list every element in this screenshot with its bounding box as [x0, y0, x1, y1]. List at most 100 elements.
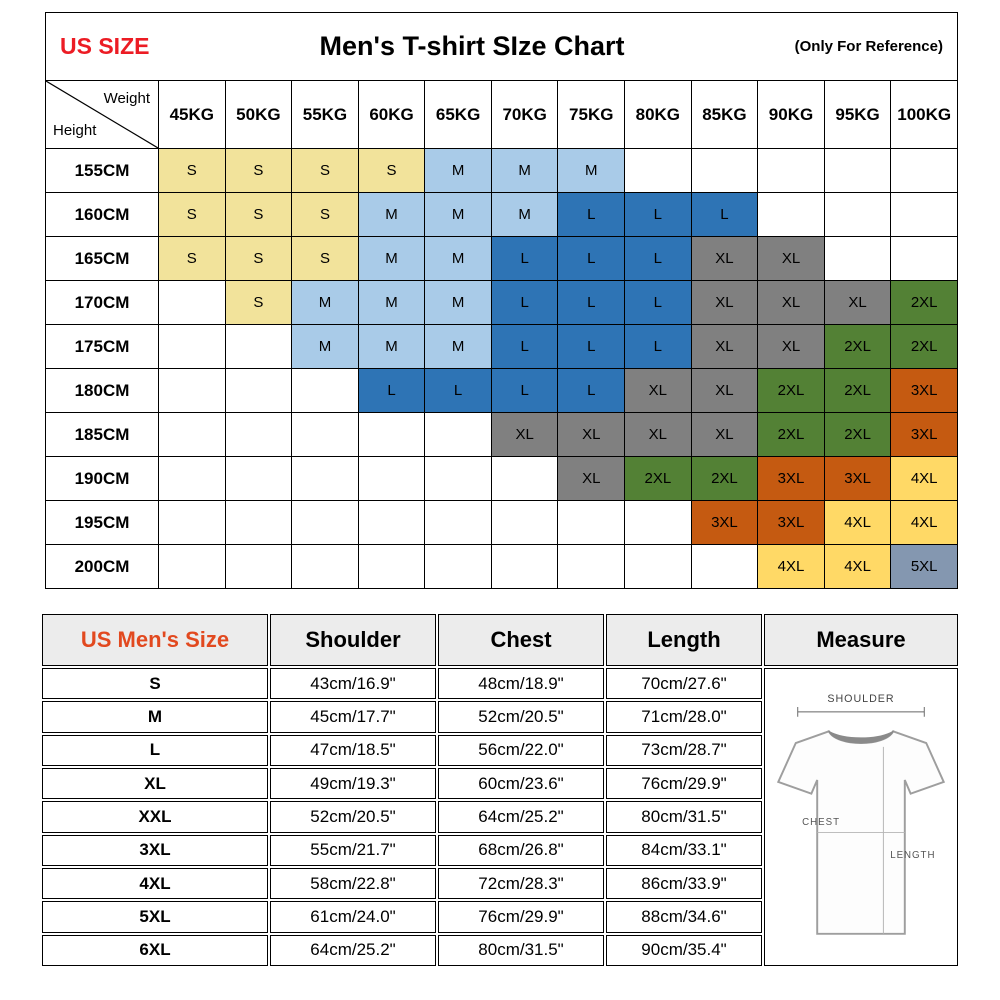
size-cell-empty [158, 280, 226, 325]
size-cell-xl: XL [757, 236, 825, 281]
size-cell-3xl: 3XL [757, 500, 825, 545]
weight-col-header: 75KG [557, 80, 626, 149]
measurement-shoulder-value: 49cm/19.3" [270, 767, 436, 800]
size-cell-empty [424, 412, 492, 457]
measurement-row: L 47cm/18.5" 56cm/22.0" 73cm/28.7" [42, 734, 958, 766]
measurement-shoulder-value: 47cm/18.5" [270, 734, 436, 766]
size-cell-empty [224, 412, 293, 457]
size-cell-empty [823, 148, 892, 193]
size-cell-empty [490, 456, 559, 501]
matrix-row: 190CM XL 2XL 2XL 3XL 3XL 4XL [45, 456, 958, 501]
size-cell-l: L [424, 368, 492, 413]
measurement-length-value: 71cm/28.0" [606, 701, 762, 733]
measurement-chest-value: 72cm/28.3" [438, 867, 604, 900]
weight-col-header: 70KG [490, 80, 559, 149]
size-cell-empty [890, 192, 958, 237]
height-row-label: 155CM [45, 148, 159, 193]
measurement-shoulder-value: 55cm/21.7" [270, 834, 436, 866]
measurement-size-value: 6XL [42, 934, 268, 966]
height-row-label: 200CM [45, 544, 159, 589]
size-cell-empty [224, 368, 293, 413]
size-cell-empty [224, 324, 293, 369]
height-row-label: 180CM [45, 368, 159, 413]
header-measure: Measure [764, 614, 958, 666]
size-cell-l: L [490, 368, 559, 413]
chart-title-row: US SIZE Men's T-shirt SIze Chart (Only F… [45, 12, 958, 81]
weight-col-header: 85KG [690, 80, 759, 149]
size-cell-s: S [291, 148, 359, 193]
us-size-label: US SIZE [60, 33, 150, 59]
size-cell-s: S [291, 192, 359, 237]
size-cell-s: S [291, 236, 359, 281]
measurement-length-value: 84cm/33.1" [606, 834, 762, 866]
measurement-shoulder-value: 43cm/16.9" [270, 668, 436, 700]
matrix-row: 170CM S M M M L L L XL XL XL 2XL [45, 280, 958, 325]
weight-col-header: 90KG [757, 80, 825, 149]
height-row-label: 165CM [45, 236, 159, 281]
measurement-shoulder-value: 52cm/20.5" [270, 801, 436, 833]
size-cell-xl: XL [690, 368, 759, 413]
measurement-chest-value: 60cm/23.6" [438, 767, 604, 800]
size-cell-l: L [490, 324, 559, 369]
weight-axis-label: Weight [103, 90, 150, 107]
size-cell-empty [357, 500, 426, 545]
weight-col-header: 80KG [624, 80, 692, 149]
size-cell-4xl: 4XL [757, 544, 825, 589]
size-cell-empty [158, 456, 226, 501]
measurement-length-value: 86cm/33.9" [606, 867, 762, 900]
size-cell-empty [357, 544, 426, 589]
size-cell-l: L [357, 368, 426, 413]
size-cell-empty [224, 544, 293, 589]
size-cell-s: S [357, 148, 426, 193]
measurement-shoulder-value: 64cm/25.2" [270, 934, 436, 966]
tshirt-measure-diagram: SHOULDER CHEST LENGTH [776, 693, 946, 935]
measurement-row: XL 49cm/19.3" 60cm/23.6" 76cm/29.9" [42, 767, 958, 800]
size-cell-4xl: 4XL [823, 544, 892, 589]
size-cell-2xl: 2XL [823, 412, 892, 457]
size-cell-empty [424, 456, 492, 501]
size-cell-empty [624, 148, 692, 193]
size-cell-4xl: 4XL [890, 500, 958, 545]
size-cell-l: L [490, 236, 559, 281]
size-cell-empty [890, 236, 958, 281]
size-cell-empty [557, 544, 626, 589]
weight-col-header: 100KG [890, 80, 958, 149]
size-cell-xl: XL [690, 280, 759, 325]
size-cell-s: S [224, 192, 293, 237]
height-row-label: 170CM [45, 280, 159, 325]
size-cell-m: M [424, 236, 492, 281]
measurement-row: 3XL 55cm/21.7" 68cm/26.8" 84cm/33.1" [42, 834, 958, 866]
size-cell-empty [357, 456, 426, 501]
matrix-row: 195CM 3XL 3XL 4XL 4XL [45, 500, 958, 545]
size-cell-m: M [490, 148, 559, 193]
size-cell-empty [357, 412, 426, 457]
size-cell-3xl: 3XL [757, 456, 825, 501]
size-cell-m: M [357, 280, 426, 325]
size-cell-empty [224, 500, 293, 545]
matrix-row: 200CM 4XL 4XL 5XL [45, 544, 958, 589]
size-cell-empty [291, 456, 359, 501]
measurement-header-row: US Men's Size Shoulder Chest Length Meas… [42, 614, 958, 666]
matrix-row: 180CM L L L L XL XL 2XL 2XL 3XL [45, 368, 958, 413]
size-cell-empty [690, 544, 759, 589]
measurement-size-value: 3XL [42, 834, 268, 866]
size-cell-2xl: 2XL [890, 280, 958, 325]
size-cell-xl: XL [557, 412, 626, 457]
size-cell-xl: XL [624, 412, 692, 457]
size-cell-m: M [424, 324, 492, 369]
height-row-label: 195CM [45, 500, 159, 545]
measurement-length-value: 90cm/35.4" [606, 934, 762, 966]
measurement-length-value: 70cm/27.6" [606, 668, 762, 700]
size-cell-xl: XL [690, 236, 759, 281]
size-cell-empty [490, 500, 559, 545]
weight-header-row: Weight Height 45KG 50KG 55KG 60KG 65KG 70KG 75… [45, 80, 958, 149]
measurement-table-body: S 43cm/16.9" 48cm/18.9" 70cm/27.6" SHOULDER… [42, 668, 958, 966]
measurement-row: XXL 52cm/20.5" 64cm/25.2" 80cm/31.5" [42, 801, 958, 833]
size-cell-s: S [158, 192, 226, 237]
measure-figure-cell: SHOULDER CHEST LENGTH [764, 668, 958, 966]
size-cell-2xl: 2XL [690, 456, 759, 501]
measurement-size-value: L [42, 734, 268, 766]
size-cell-s: S [158, 148, 226, 193]
measurement-chest-value: 64cm/25.2" [438, 801, 604, 833]
measurement-size-value: XL [42, 767, 268, 800]
